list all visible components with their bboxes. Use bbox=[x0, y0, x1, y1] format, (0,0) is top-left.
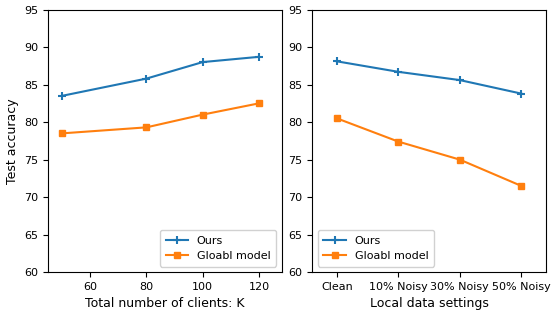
Line: Gloabl model: Gloabl model bbox=[59, 100, 262, 136]
X-axis label: Total number of clients: K: Total number of clients: K bbox=[85, 297, 245, 310]
Line: Ours: Ours bbox=[333, 57, 525, 98]
X-axis label: Local data settings: Local data settings bbox=[370, 297, 488, 310]
Gloabl model bbox=[143, 125, 150, 129]
Ours bbox=[143, 77, 150, 81]
Ours bbox=[255, 55, 262, 59]
Ours bbox=[456, 78, 463, 82]
Ours bbox=[395, 70, 402, 74]
Gloabl model bbox=[59, 131, 66, 135]
Y-axis label: Test accuracy: Test accuracy bbox=[6, 98, 18, 184]
Ours bbox=[199, 60, 206, 64]
Gloabl model bbox=[199, 113, 206, 117]
Line: Gloabl model: Gloabl model bbox=[334, 116, 524, 189]
Line: Ours: Ours bbox=[58, 53, 263, 100]
Gloabl model bbox=[334, 117, 340, 120]
Legend: Ours, Gloabl model: Ours, Gloabl model bbox=[160, 230, 276, 267]
Gloabl model bbox=[518, 184, 525, 188]
Gloabl model bbox=[395, 140, 402, 143]
Gloabl model bbox=[255, 101, 262, 105]
Ours bbox=[334, 59, 340, 63]
Gloabl model bbox=[456, 158, 463, 161]
Legend: Ours, Gloabl model: Ours, Gloabl model bbox=[318, 230, 434, 267]
Ours bbox=[518, 92, 525, 95]
Ours bbox=[59, 94, 66, 98]
